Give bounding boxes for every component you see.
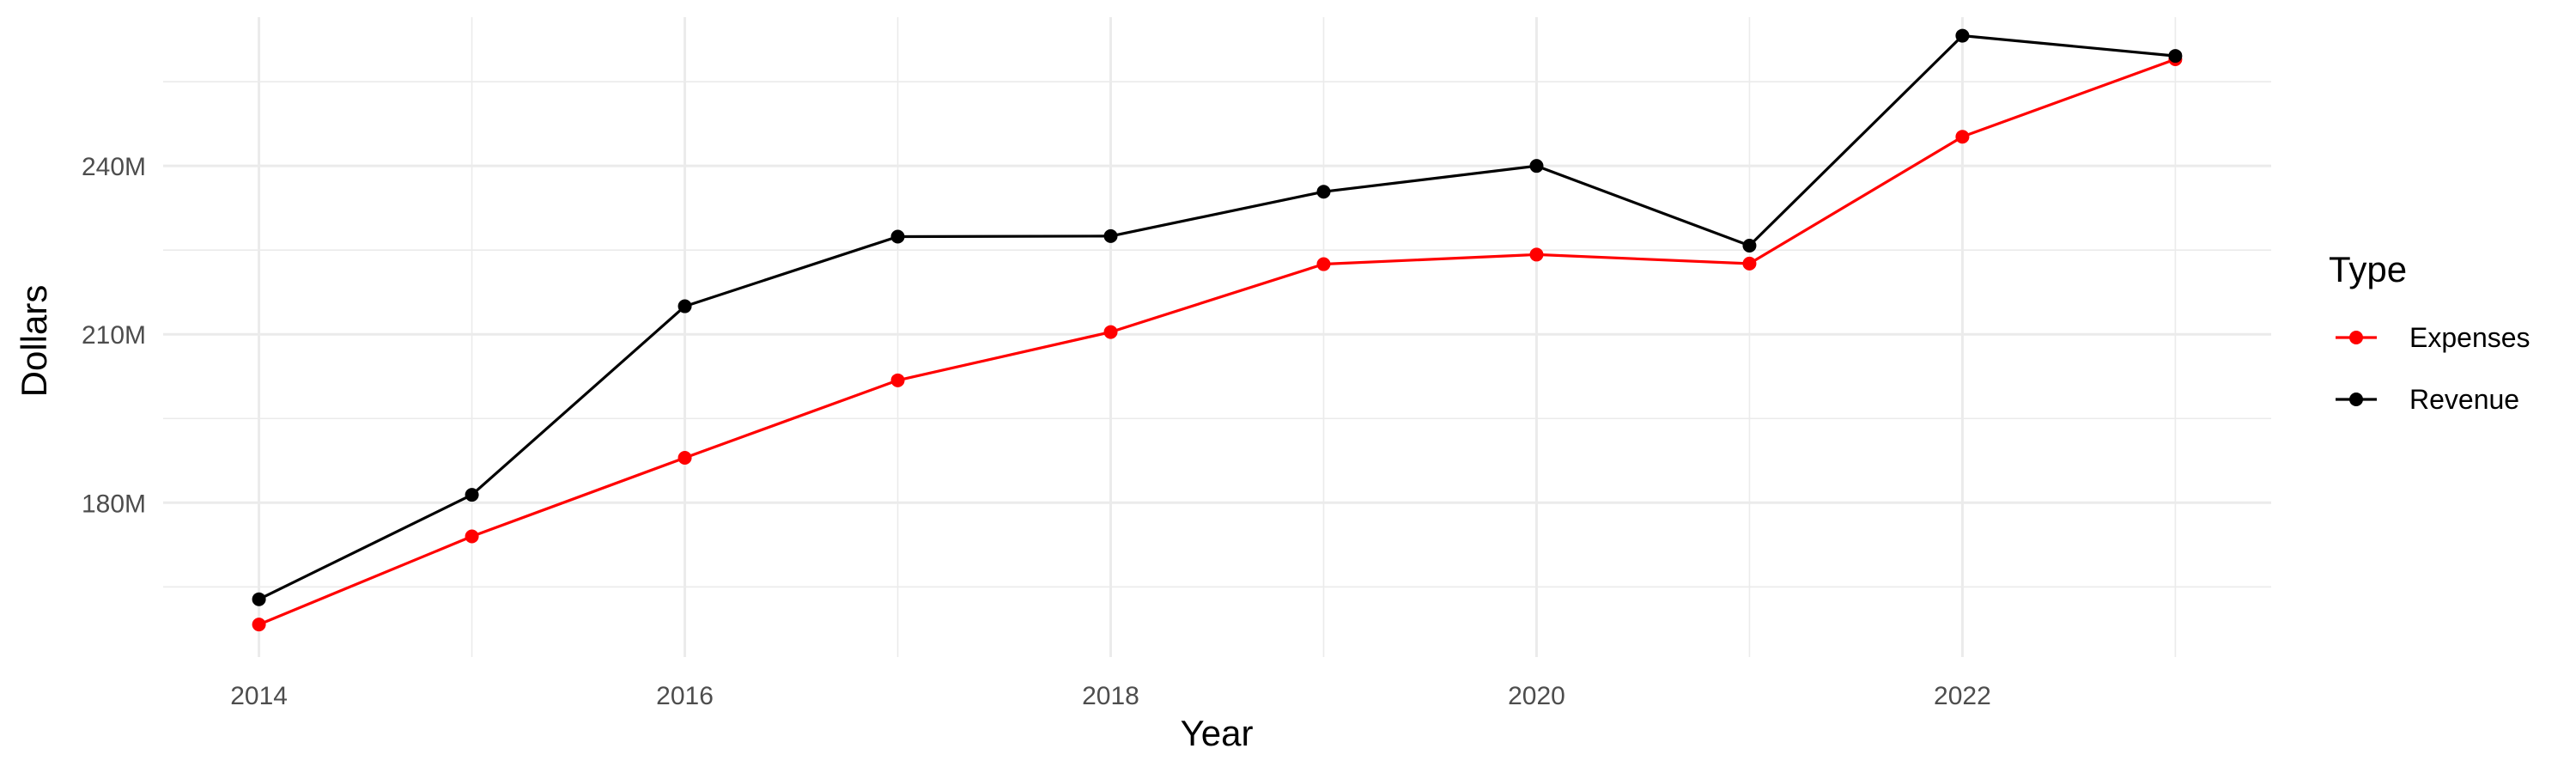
data-point-revenue (1316, 185, 1331, 199)
data-point-expenses (890, 373, 905, 387)
legend-key-point-expenses (2349, 331, 2363, 344)
x-tick-labels: 2014 2016 2018 2020 2022 (230, 682, 1991, 710)
data-point-revenue (1529, 159, 1544, 173)
x-tick-label: 2022 (1934, 682, 1991, 710)
x-axis-title: Year (1181, 713, 1254, 753)
legend: Type Expenses Revenue (2329, 249, 2530, 415)
data-point-revenue (2168, 49, 2183, 64)
y-tick-labels: 180M 210M 240M (82, 153, 146, 518)
data-point-expenses (1103, 325, 1118, 339)
x-tick-label: 2014 (230, 682, 288, 710)
data-point-revenue (677, 299, 692, 313)
data-point-revenue (1103, 228, 1118, 243)
data-point-revenue (465, 488, 479, 502)
grid-minor (163, 17, 2271, 657)
legend-title: Type (2329, 249, 2407, 289)
data-point-revenue (1955, 28, 1970, 43)
data-point-expenses (1316, 257, 1331, 271)
legend-label-expenses: Expenses (2409, 322, 2530, 353)
y-tick-label: 240M (82, 153, 146, 181)
series-line-revenue (258, 33, 2176, 601)
y-tick-label: 180M (82, 490, 146, 518)
data-point-revenue (890, 229, 905, 244)
data-point-expenses (1742, 256, 1757, 271)
data-point-expenses (465, 529, 479, 544)
data-point-expenses (252, 618, 266, 632)
grid-major (163, 17, 2271, 657)
legend-key-point-revenue (2349, 393, 2363, 406)
data-point-expenses (1529, 247, 1544, 262)
data-point-revenue (252, 592, 266, 606)
x-tick-label: 2016 (656, 682, 714, 710)
series-line-expenses (258, 58, 2176, 626)
data-point-expenses (1955, 130, 1970, 144)
y-tick-label: 210M (82, 321, 146, 350)
x-tick-label: 2020 (1508, 682, 1565, 710)
x-tick-label: 2018 (1082, 682, 1139, 710)
legend-label-revenue: Revenue (2409, 384, 2519, 415)
data-point-expenses (677, 451, 692, 466)
data-point-revenue (1742, 238, 1757, 253)
series-layer (252, 28, 2183, 632)
y-axis-title: Dollars (14, 285, 54, 398)
